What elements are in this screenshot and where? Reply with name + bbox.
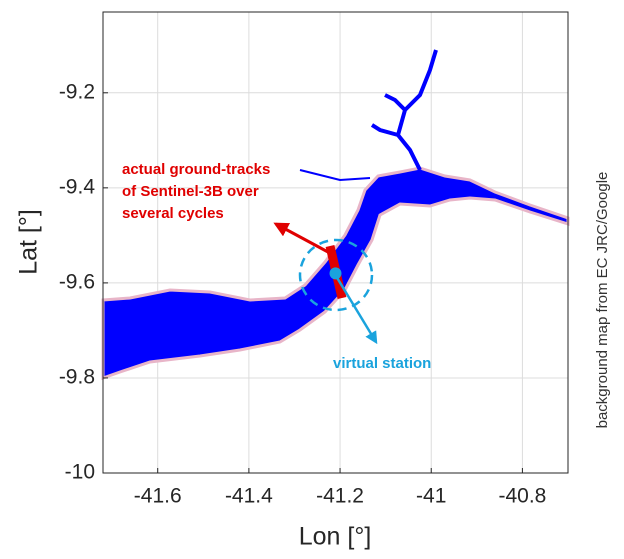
- y-tick-label: -9.4: [59, 175, 96, 198]
- track-label: of Sentinel-3B over: [122, 183, 259, 200]
- track-label: several cycles: [122, 205, 224, 222]
- x-axis-label: Lon [°]: [299, 523, 372, 551]
- y-tick-label: -9.8: [59, 365, 95, 388]
- x-tick-label: -41.4: [225, 485, 273, 508]
- x-tick-label: -40.8: [498, 485, 546, 508]
- credit: background map from EC JRC/Google: [594, 172, 611, 429]
- track-label: actual ground-tracks: [122, 161, 270, 178]
- y-tick-label: -9.2: [59, 80, 95, 103]
- y-axis-label: Lat [°]: [15, 209, 43, 275]
- station-label: virtual station: [333, 355, 431, 372]
- x-tick-label: -41.6: [134, 485, 182, 508]
- plot-area: [103, 12, 568, 473]
- y-tick-label: -10: [65, 461, 95, 484]
- x-tick-label: -41.2: [316, 485, 364, 508]
- x-tick-label: -41: [416, 485, 446, 508]
- map-figure: actual ground-tracks of Sentinel-3B over…: [0, 0, 624, 554]
- virtual-station: [330, 267, 342, 279]
- y-tick-label: -9.6: [59, 270, 95, 293]
